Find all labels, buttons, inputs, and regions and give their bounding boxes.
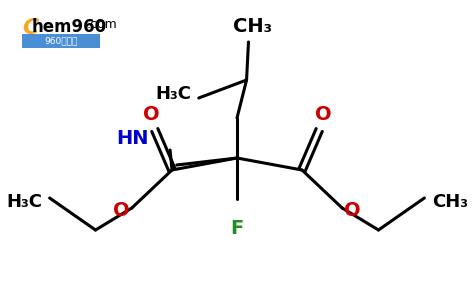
Text: O: O — [315, 105, 331, 124]
Text: O: O — [143, 105, 159, 124]
Text: F: F — [230, 219, 244, 238]
Text: HN: HN — [117, 129, 149, 147]
Text: CH₃: CH₃ — [233, 17, 272, 36]
Text: 960化工网: 960化工网 — [45, 37, 78, 45]
Text: hem960: hem960 — [31, 18, 107, 36]
Text: O: O — [344, 200, 361, 219]
Text: O: O — [113, 200, 130, 219]
Text: H₃C: H₃C — [155, 85, 191, 103]
Text: C: C — [22, 18, 38, 38]
Text: .com: .com — [87, 18, 118, 31]
FancyBboxPatch shape — [22, 34, 100, 48]
Text: CH₃: CH₃ — [432, 193, 468, 211]
Text: H₃C: H₃C — [6, 193, 42, 211]
